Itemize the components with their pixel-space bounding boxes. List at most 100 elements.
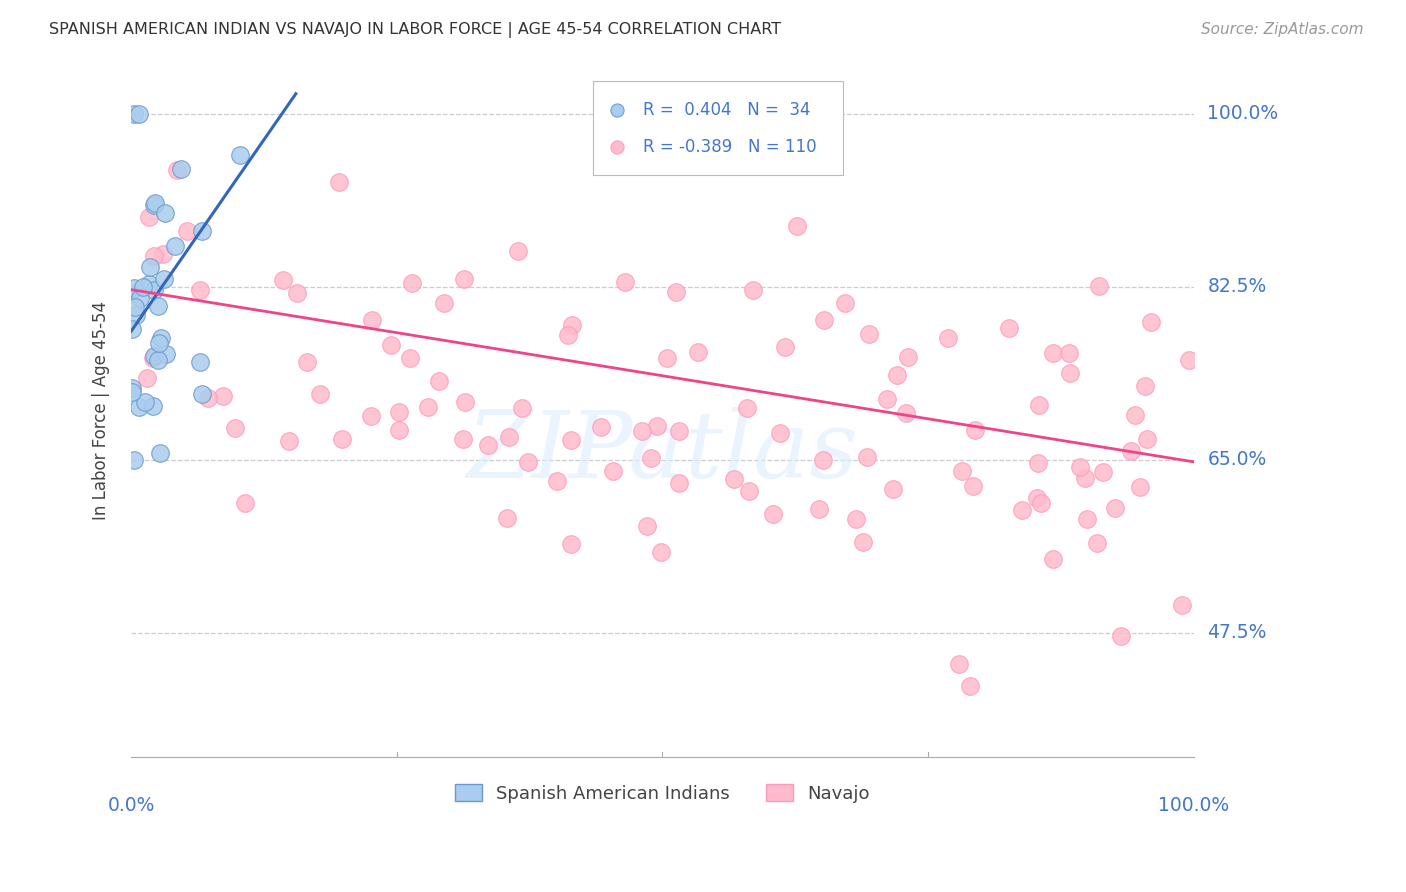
Point <box>271 273 294 287</box>
Point <box>606 225 628 239</box>
Point <box>636 519 658 533</box>
Point <box>856 450 879 465</box>
Point <box>148 299 170 313</box>
Text: 0.0%: 0.0% <box>107 796 155 814</box>
Point <box>132 279 155 293</box>
Text: 100.0%: 100.0% <box>1159 796 1229 814</box>
Point <box>453 433 475 447</box>
Point <box>142 349 165 363</box>
Point <box>845 512 868 526</box>
Point <box>1042 552 1064 566</box>
Point <box>139 260 162 274</box>
Point <box>142 283 165 297</box>
Point <box>121 322 143 336</box>
Point <box>328 175 350 189</box>
Point <box>143 195 166 210</box>
Point <box>197 392 219 406</box>
Point <box>128 400 150 414</box>
Point <box>146 352 169 367</box>
Point <box>128 106 150 120</box>
Point <box>1057 346 1080 360</box>
Point <box>142 198 165 212</box>
Point <box>650 545 672 559</box>
Point <box>229 148 252 162</box>
Point <box>560 537 582 551</box>
Point <box>645 419 668 434</box>
Point <box>882 482 904 496</box>
Text: Source: ZipAtlas.com: Source: ZipAtlas.com <box>1201 22 1364 37</box>
Point <box>153 271 176 285</box>
Point <box>1031 496 1053 510</box>
Point <box>121 381 143 395</box>
Point <box>948 657 970 672</box>
Point <box>998 321 1021 335</box>
Point <box>295 355 318 369</box>
Text: ZIPatlas: ZIPatlas <box>467 407 858 497</box>
Text: SPANISH AMERICAN INDIAN VS NAVAJO IN LABOR FORCE | AGE 45-54 CORRELATION CHART: SPANISH AMERICAN INDIAN VS NAVAJO IN LAB… <box>49 22 782 38</box>
Point <box>134 394 156 409</box>
Point <box>416 400 439 414</box>
Point <box>1129 480 1152 494</box>
Point <box>735 401 758 415</box>
Point <box>453 272 475 286</box>
Point <box>738 483 761 498</box>
Point <box>124 453 146 467</box>
Point <box>896 406 918 420</box>
Point <box>1026 456 1049 470</box>
Point <box>128 292 150 306</box>
Text: 47.5%: 47.5% <box>1208 624 1267 642</box>
Point <box>138 211 160 225</box>
Point <box>330 433 353 447</box>
Point <box>124 106 146 120</box>
Point <box>1028 398 1050 412</box>
Text: 65.0%: 65.0% <box>1208 450 1267 469</box>
Point <box>498 429 520 443</box>
Point <box>454 395 477 409</box>
Point <box>360 313 382 327</box>
Point <box>557 327 579 342</box>
Point <box>1171 598 1194 612</box>
Point <box>606 173 628 187</box>
Point <box>723 472 745 486</box>
Point <box>1076 512 1098 526</box>
Point <box>561 318 583 332</box>
Point <box>308 387 330 401</box>
Point <box>142 351 165 365</box>
Point <box>360 409 382 424</box>
Point <box>834 296 856 310</box>
Point <box>176 224 198 238</box>
Point <box>1042 345 1064 359</box>
Point <box>149 331 172 345</box>
Point <box>813 313 835 327</box>
Point <box>1109 629 1132 643</box>
Point <box>1085 536 1108 550</box>
Point <box>211 389 233 403</box>
Point <box>191 224 214 238</box>
Point <box>155 347 177 361</box>
Point <box>1087 278 1109 293</box>
Point <box>762 507 785 521</box>
FancyBboxPatch shape <box>593 81 844 175</box>
Point <box>124 300 146 314</box>
Point <box>668 425 690 439</box>
Point <box>1104 500 1126 515</box>
Point <box>613 275 636 289</box>
Point <box>1025 491 1047 505</box>
Point <box>876 392 898 406</box>
Point <box>962 478 984 492</box>
Point <box>149 446 172 460</box>
Point <box>517 455 540 469</box>
Point <box>1177 352 1199 367</box>
Point <box>142 399 165 413</box>
Point <box>686 344 709 359</box>
Point <box>773 340 796 354</box>
Point <box>1139 315 1161 329</box>
Point <box>769 425 792 440</box>
Point <box>560 434 582 448</box>
Point <box>170 161 193 176</box>
Point <box>166 162 188 177</box>
Point <box>965 423 987 437</box>
Point <box>510 401 533 416</box>
Point <box>224 421 246 435</box>
Point <box>950 464 973 478</box>
